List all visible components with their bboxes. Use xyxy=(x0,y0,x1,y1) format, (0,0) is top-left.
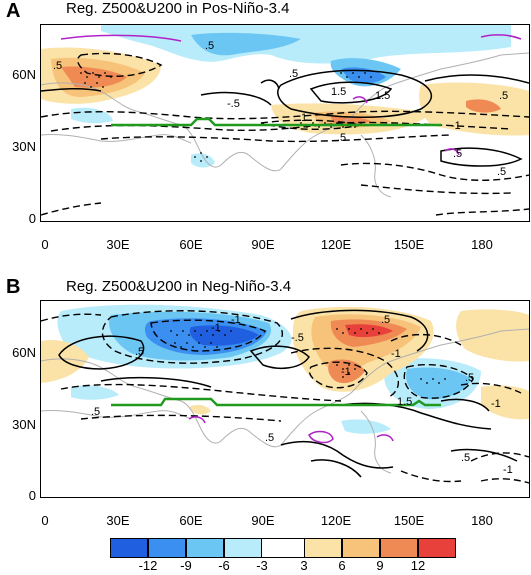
clabel-a-9: .5 xyxy=(497,166,506,178)
clabel-b-6: -1 xyxy=(391,348,401,360)
shade-blue-westeur xyxy=(71,107,113,124)
panel-b-xtick-150e: 150E xyxy=(393,513,425,528)
clabel-b-2: -1 xyxy=(231,314,241,326)
panel-a-ytick-60n: 60N xyxy=(12,67,36,82)
colorbar-label-1: -9 xyxy=(180,558,192,573)
colorbar-box-0 xyxy=(110,538,148,558)
panel-b-plot: .5 -1 -1 -.5 -1 .5 -1 .5 1.5 -1 .5 .5 -1… xyxy=(41,304,529,484)
clabel-a-3: -.5 xyxy=(227,98,240,110)
colorbar-label-7: 12 xyxy=(410,558,426,573)
panel-b-xtick-120e: 120E xyxy=(320,513,352,528)
panel-a-letter: A xyxy=(6,0,21,22)
panel-a-xtick-0: 0 xyxy=(41,237,49,252)
panel-b-xtick-0: 0 xyxy=(41,513,49,528)
shade-b-warm-center-deep xyxy=(345,324,393,338)
shade-blue-mid xyxy=(191,32,301,56)
shade-b-blue-sw xyxy=(71,385,119,400)
clabel-a-10: 1 xyxy=(301,112,307,124)
clabel-a-11: .5 xyxy=(337,132,346,144)
clabel-b-9: -1 xyxy=(491,398,501,410)
stipple-dots xyxy=(80,72,372,162)
panel-a-xtick-120e: 120E xyxy=(320,237,352,252)
colorbar-label-6: 9 xyxy=(376,558,384,573)
panel-b-map: .5 -1 -1 -.5 -1 .5 -1 .5 1.5 -1 .5 .5 -1… xyxy=(40,300,530,498)
clabel-b-13: .5 xyxy=(461,452,470,464)
coastline-b-2 xyxy=(41,410,192,420)
clabel-a-0: .5 xyxy=(53,60,62,72)
panel-b-ytick-30n: 30N xyxy=(12,417,36,432)
solid-contours-b xyxy=(58,309,518,478)
jet-axis-line xyxy=(111,117,441,127)
panel-b-xtick-30e: 30E xyxy=(106,513,130,528)
panel-b-xtick-60e: 60E xyxy=(179,513,203,528)
dashed-contours-b xyxy=(41,310,529,484)
colorbar-label-3: -3 xyxy=(256,558,268,573)
colorbar-box-4 xyxy=(262,538,304,558)
clabel-b-3: -.5 xyxy=(291,332,304,344)
coastline-b-3 xyxy=(360,410,392,474)
clabel-b-10: .5 xyxy=(91,406,100,418)
clabel-b-12: -1 xyxy=(503,464,513,476)
shade-blue-north xyxy=(101,25,511,64)
panel-a-map: .5 .5 .5 -.5 1.5 1.5 -1 .5 .5 .5 1 .5 xyxy=(40,24,530,222)
stipple-dots-b xyxy=(170,328,446,384)
coastline-b xyxy=(41,328,529,448)
colorbar-box-2 xyxy=(186,538,224,558)
clabel-a-5: 1.5 xyxy=(375,90,390,102)
contour-labels-a: .5 .5 .5 -.5 1.5 1.5 -1 .5 .5 .5 1 .5 xyxy=(53,40,508,178)
panel-a-plot: .5 .5 .5 -.5 1.5 1.5 -1 .5 .5 .5 1 .5 xyxy=(41,25,529,216)
colorbar-box-6 xyxy=(342,538,380,558)
shade-b-warm-small xyxy=(189,404,211,415)
clabel-b-8: 1.5 xyxy=(397,396,412,408)
coastline-3 xyxy=(360,134,392,198)
purple-contours-b xyxy=(188,416,394,444)
shade-warm-west-core xyxy=(61,66,127,88)
jet-axis-line-b xyxy=(111,397,441,407)
panel-a-ytick-30n: 30N xyxy=(12,139,36,154)
panel-a-xtick-90e: 90E xyxy=(251,237,275,252)
clabel-b-11: .5 xyxy=(265,432,274,444)
shade-b-warm-east xyxy=(456,309,529,362)
solid-contours xyxy=(41,69,529,167)
colorbar-box-5 xyxy=(304,538,342,558)
panel-b-xtick-90e: 90E xyxy=(251,513,275,528)
coastline-2 xyxy=(41,134,192,144)
colorbar-label-5: 6 xyxy=(338,558,346,573)
colorbar-label-4: 3 xyxy=(300,558,308,573)
colorbar-box-1 xyxy=(148,538,186,558)
panel-b-title: Reg. Z500&U200 in Neg-Niño-3.4 xyxy=(66,278,292,295)
colorbar-box-7 xyxy=(380,538,418,558)
shade-warm-pacific-core xyxy=(466,99,501,113)
contour-labels-b: .5 -1 -1 -.5 -1 .5 -1 .5 1.5 -1 .5 .5 -1… xyxy=(91,314,513,476)
shade-b-warm-east2 xyxy=(481,385,529,420)
panel-b-xtick-180: 180 xyxy=(471,513,493,528)
clabel-a-8: .5 xyxy=(453,148,462,160)
shade-b-blue-south xyxy=(341,419,391,434)
panel-b-ytick-0: 0 xyxy=(28,488,36,503)
panel-a-ytick-0: 0 xyxy=(28,211,36,226)
clabel-a-1: .5 xyxy=(205,40,214,52)
colorbar-box-8 xyxy=(418,538,456,558)
clabel-a-6: -1 xyxy=(451,120,461,132)
panel-a-title: Reg. Z500&U200 in Pos-Niño-3.4 xyxy=(66,0,290,17)
colorbar-label-2: -6 xyxy=(218,558,230,573)
clabel-b-5: .5 xyxy=(381,314,390,326)
panel-a-xtick-30e: 30E xyxy=(106,237,130,252)
clabel-a-7: .5 xyxy=(499,90,508,102)
panel-a-xtick-150e: 150E xyxy=(393,237,425,252)
shade-blue-india xyxy=(191,153,215,168)
panel-b-ytick-60n: 60N xyxy=(12,345,36,360)
clabel-b-4: -1 xyxy=(341,366,351,378)
clabel-a-2: .5 xyxy=(289,68,298,80)
purple-contours xyxy=(60,34,522,156)
clabel-b-7: .5 xyxy=(465,372,474,384)
clabel-a-4: 1.5 xyxy=(331,86,346,98)
clabel-b-0: .5 xyxy=(135,346,144,358)
panel-a-xtick-180: 180 xyxy=(471,237,493,252)
panel-b-letter: B xyxy=(6,276,21,298)
colorbar-label-0: -12 xyxy=(138,558,158,573)
panel-a-xtick-60e: 60E xyxy=(179,237,203,252)
colorbar-box-3 xyxy=(224,538,262,558)
clabel-b-1: -1 xyxy=(211,322,221,334)
